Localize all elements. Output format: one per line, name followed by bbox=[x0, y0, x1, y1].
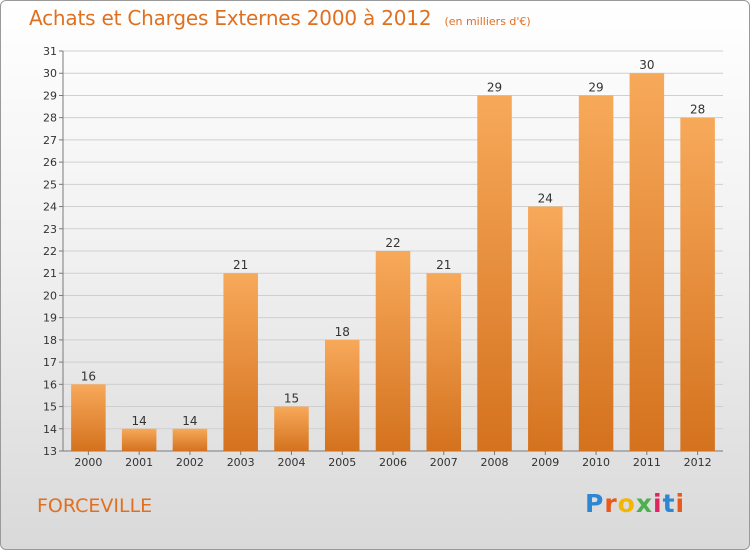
bar-2000 bbox=[71, 384, 106, 451]
bar-2010 bbox=[578, 95, 614, 451]
logo-letter: x bbox=[635, 489, 653, 518]
x-tick-label-2010: 2010 bbox=[582, 456, 610, 469]
bar-2009 bbox=[528, 206, 563, 451]
bar-2011 bbox=[629, 73, 665, 451]
x-tick-label-2007: 2007 bbox=[430, 456, 458, 469]
bar-2006 bbox=[375, 251, 411, 451]
data-label-2008: 29 bbox=[487, 80, 502, 94]
chart-title: Achats et Charges Externes 2000 à 2012 bbox=[29, 6, 432, 30]
data-label-2005: 18 bbox=[335, 325, 350, 339]
logo-letter: o bbox=[617, 489, 636, 518]
x-tick-label-2000: 2000 bbox=[74, 456, 102, 469]
y-tick-label: 24 bbox=[43, 201, 57, 214]
x-tick-label-2002: 2002 bbox=[176, 456, 204, 469]
y-tick-label: 26 bbox=[43, 156, 57, 169]
data-label-2012: 28 bbox=[690, 103, 705, 117]
data-label-2004: 15 bbox=[284, 392, 299, 406]
x-tick-label-2003: 2003 bbox=[227, 456, 255, 469]
logo-letter: r bbox=[604, 489, 618, 518]
x-tick-label-2008: 2008 bbox=[481, 456, 509, 469]
data-label-2001: 14 bbox=[132, 414, 147, 428]
x-tick-label-2006: 2006 bbox=[379, 456, 407, 469]
y-tick-label: 23 bbox=[43, 223, 57, 236]
logo-letter: t bbox=[662, 489, 676, 518]
bar-2002 bbox=[172, 428, 208, 451]
y-tick-label: 20 bbox=[43, 289, 57, 302]
x-tick-label-2011: 2011 bbox=[633, 456, 661, 469]
y-tick-label: 13 bbox=[43, 445, 57, 458]
y-tick-label: 17 bbox=[43, 356, 57, 369]
y-tick-label: 15 bbox=[43, 401, 57, 414]
y-tick-label: 25 bbox=[43, 178, 57, 191]
y-tick-label: 22 bbox=[43, 245, 57, 258]
y-tick-label: 31 bbox=[43, 45, 57, 58]
data-label-2006: 22 bbox=[385, 236, 400, 250]
bar-2005 bbox=[324, 339, 360, 451]
logo-letter: P bbox=[585, 489, 605, 518]
y-tick-label: 27 bbox=[43, 134, 57, 147]
title-row: Achats et Charges Externes 2000 à 2012 (… bbox=[29, 6, 531, 30]
bar-2012 bbox=[680, 117, 715, 452]
y-tick-label: 30 bbox=[43, 67, 57, 80]
data-label-2009: 24 bbox=[538, 192, 553, 206]
y-tick-label: 14 bbox=[43, 423, 57, 436]
y-tick-label: 29 bbox=[43, 89, 57, 102]
data-label-2007: 21 bbox=[436, 258, 451, 272]
bar-2001 bbox=[121, 428, 157, 451]
bar-2007 bbox=[426, 273, 462, 451]
logo-letter: i bbox=[653, 489, 663, 518]
bar-2004 bbox=[274, 406, 309, 451]
data-label-2002: 14 bbox=[182, 414, 197, 428]
x-tick-label-2001: 2001 bbox=[125, 456, 153, 469]
y-tick-label: 16 bbox=[43, 378, 57, 391]
bar-2003 bbox=[223, 273, 258, 451]
proxiti-logo: Proxiti bbox=[585, 489, 685, 518]
y-tick-label: 21 bbox=[43, 267, 57, 280]
y-tick-label: 28 bbox=[43, 112, 57, 125]
x-tick-label-2005: 2005 bbox=[328, 456, 356, 469]
data-label-2011: 30 bbox=[639, 58, 654, 72]
chart-subtitle: (en milliers d'€) bbox=[444, 15, 531, 28]
data-label-2003: 21 bbox=[233, 258, 248, 272]
logo-letter: i bbox=[675, 489, 686, 518]
x-tick-label-2012: 2012 bbox=[684, 456, 712, 469]
data-label-2000: 16 bbox=[81, 369, 96, 383]
place-name: FORCEVILLE bbox=[37, 495, 153, 517]
x-tick-label-2004: 2004 bbox=[277, 456, 305, 469]
y-tick-label: 19 bbox=[43, 312, 57, 325]
x-tick-label-2009: 2009 bbox=[531, 456, 559, 469]
y-tick-label: 18 bbox=[43, 334, 57, 347]
bar-2008 bbox=[477, 95, 512, 451]
data-label-2010: 29 bbox=[588, 80, 603, 94]
